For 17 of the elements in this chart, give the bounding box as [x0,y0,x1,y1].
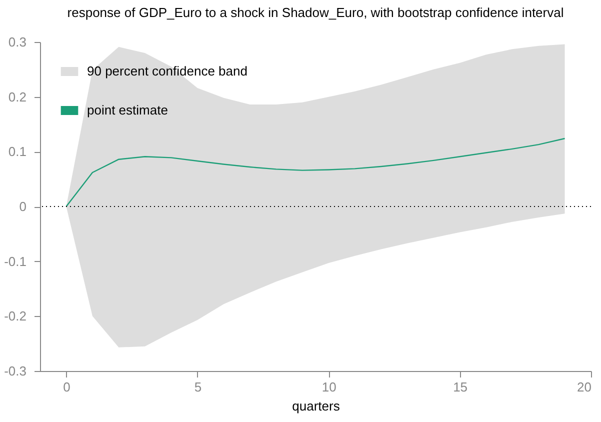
y-tick-label: 0.2 [8,89,26,104]
x-tick-label: 10 [322,380,336,394]
x-tick-label: 0 [63,380,70,394]
y-tick-label: -0.3 [4,364,26,378]
annotation: 90 percent confidence band [87,64,248,78]
x-tick-label: 20 [577,380,592,394]
y-tick-label: 0.3 [8,34,26,50]
x-tick-label: 5 [194,380,202,394]
y-tick-label: -0.1 [4,254,26,269]
y-tick-label: 0.1 [8,144,26,160]
x-axis-title: quarters [292,398,340,414]
y-tick-label: 0 [19,199,26,214]
chart-title: response of GDP_Euro to a shock in Shadow_Euro, with bootstrap confidence interval [67,5,564,20]
y-tick-label: -0.2 [4,308,26,324]
legend-label: point estimate [87,102,168,118]
line-series [66,138,566,208]
x-tick-label: 15 [453,380,468,394]
